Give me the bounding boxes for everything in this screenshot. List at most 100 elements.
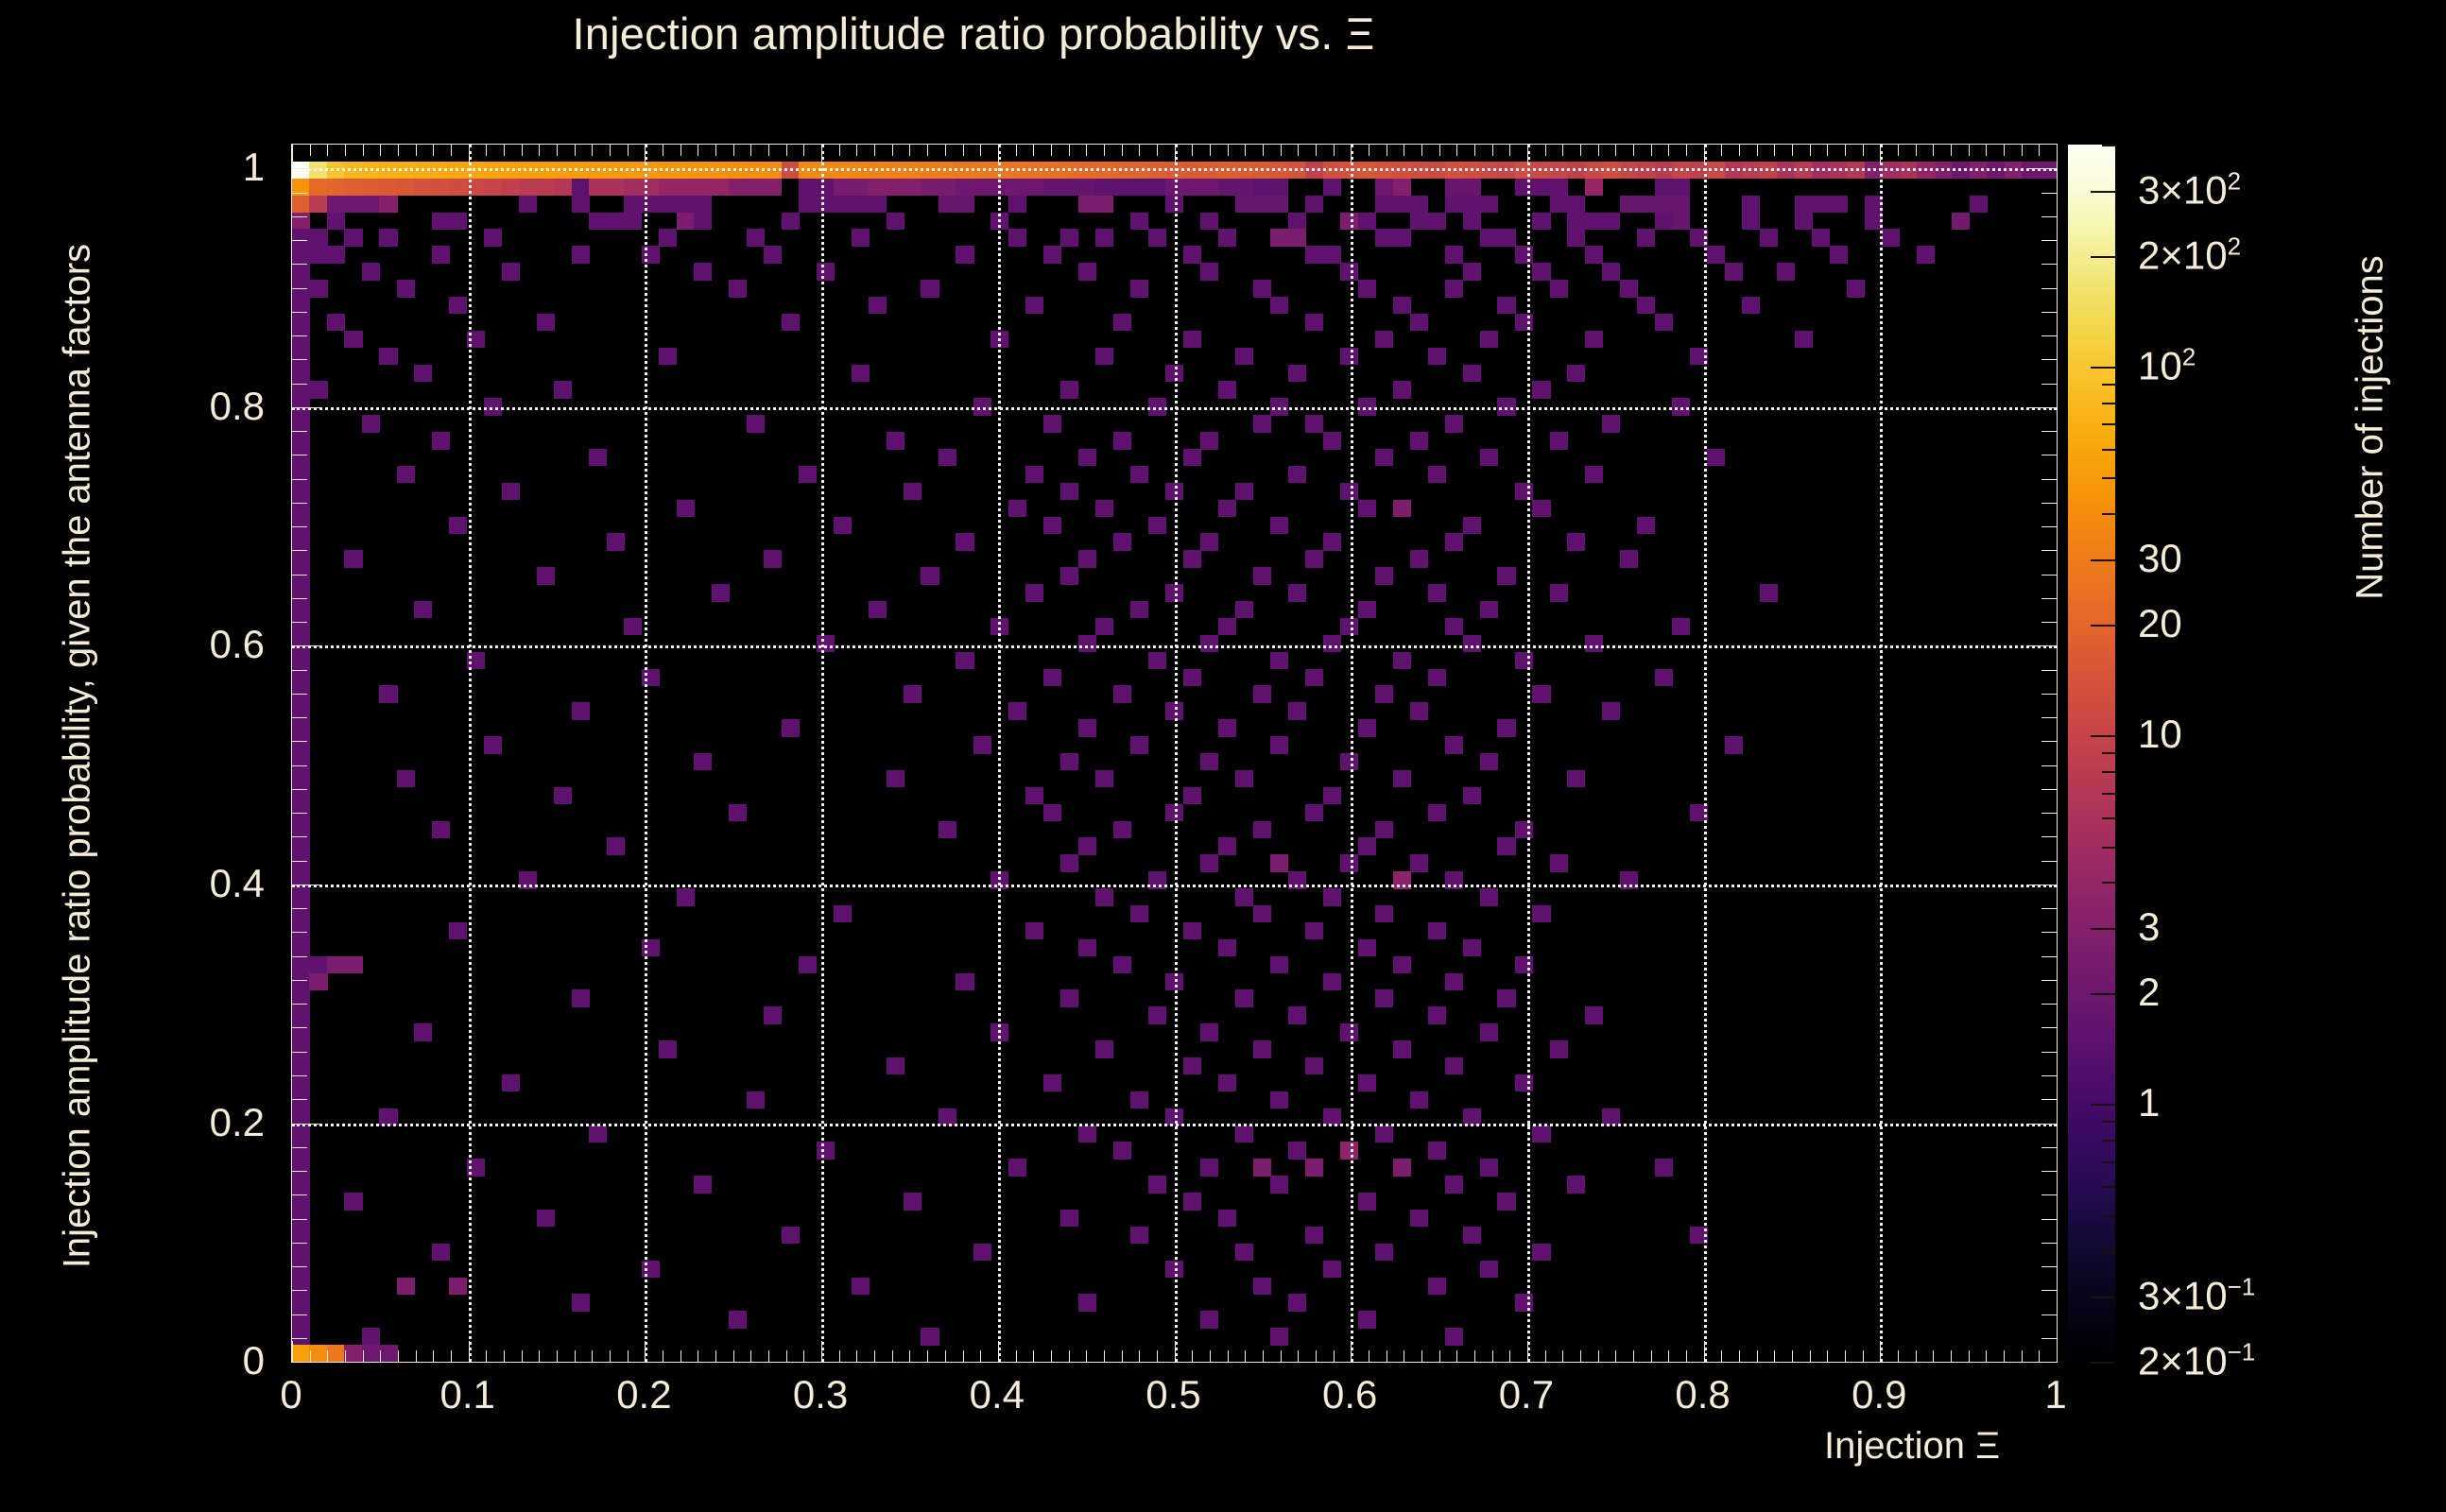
- heatmap-bin: [1305, 1226, 1324, 1245]
- x-tick: [1139, 1350, 1141, 1362]
- heatmap-bin: [1410, 212, 1429, 231]
- heatmap-bin: [1042, 1074, 1061, 1092]
- heatmap-bin: [1025, 178, 1044, 197]
- heatmap-bin: [1042, 516, 1061, 535]
- heatmap-bin: [1340, 1142, 1359, 1160]
- heatmap-bin: [1707, 246, 1726, 264]
- heatmap-bin: [1235, 178, 1254, 197]
- heatmap-bin: [781, 1226, 800, 1245]
- heatmap-bin: [1217, 381, 1236, 399]
- heatmap-bin: [1042, 803, 1061, 822]
- heatmap-bin: [1532, 381, 1551, 399]
- x-tick-top: [1473, 145, 1475, 156]
- heatmap-bin: [938, 1108, 957, 1126]
- heatmap-bin: [292, 820, 311, 839]
- y-tick-right: [2041, 574, 2057, 576]
- heatmap-bin: [1182, 330, 1201, 349]
- heatmap-bin: [1270, 1328, 1289, 1346]
- x-tick-top: [980, 145, 982, 156]
- heatmap-bin: [1077, 550, 1096, 568]
- x-tick-top: [750, 145, 752, 156]
- heatmap-bin: [1445, 736, 1464, 754]
- x-tick-top: [1491, 145, 1493, 156]
- heatmap-bin: [326, 313, 346, 332]
- heatmap-bin: [1549, 178, 1568, 197]
- heatmap-bin: [589, 449, 608, 467]
- heatmap-bin: [1340, 212, 1359, 231]
- gridline-vertical: [1880, 145, 1884, 1362]
- heatmap-bin: [1532, 212, 1551, 231]
- heatmap-bin: [956, 178, 974, 197]
- heatmap-bin: [1112, 955, 1131, 974]
- y-tick-right: [2041, 1027, 2057, 1029]
- heatmap-bin: [1217, 178, 1236, 197]
- x-tick-top: [1050, 145, 1052, 156]
- x-tick: [1809, 1350, 1811, 1362]
- colorbar-minor-tick: [2102, 751, 2115, 754]
- heatmap-bin: [1672, 398, 1691, 416]
- heatmap-bin: [799, 195, 818, 214]
- heatmap-bin: [1200, 854, 1219, 872]
- heatmap-bin: [1130, 280, 1149, 298]
- heatmap-bin: [292, 178, 311, 197]
- heatmap-bin: [1637, 516, 1656, 535]
- heatmap-bin: [1392, 769, 1411, 788]
- colorbar-minor-tick: [2102, 882, 2115, 885]
- heatmap-bin: [344, 178, 363, 197]
- heatmap-bin: [1567, 1176, 1586, 1194]
- heatmap-bin: [764, 1006, 783, 1024]
- heatmap-bin: [921, 178, 939, 197]
- x-tick: [627, 1350, 629, 1362]
- heatmap-bin: [1392, 651, 1411, 670]
- x-tick: [362, 1350, 364, 1362]
- x-tick-top: [1968, 145, 1970, 156]
- heatmap-bin: [1794, 195, 1813, 214]
- colorbar-minor-tick: [2102, 1104, 2115, 1107]
- heatmap-bin: [764, 550, 783, 568]
- heatmap-bin: [746, 1091, 765, 1109]
- x-tick-top: [2021, 145, 2023, 156]
- heatmap-bin: [729, 178, 748, 197]
- heatmap-bin: [501, 178, 520, 197]
- y-tick-right: [2041, 1146, 2057, 1148]
- heatmap-bin: [694, 178, 713, 197]
- heatmap-bin: [1235, 989, 1254, 1007]
- heatmap-bin: [309, 229, 328, 247]
- y-tick: [292, 478, 307, 480]
- heatmap-bin: [292, 229, 311, 247]
- x-tick-top: [1156, 145, 1158, 156]
- colorbar-minor-tick: [2102, 145, 2115, 146]
- heatmap-bin: [361, 1345, 381, 1362]
- x-tick: [1756, 1350, 1758, 1362]
- heatmap-bin: [1287, 1294, 1306, 1312]
- y-tick: [292, 1004, 307, 1005]
- y-tick: [292, 383, 307, 385]
- gridline-horizontal: [292, 168, 2057, 172]
- heatmap-bin: [973, 398, 991, 416]
- heatmap-bin: [1200, 178, 1219, 197]
- y-tick: [292, 693, 307, 695]
- y-tick-right: [2041, 287, 2057, 289]
- heatmap-bin: [1375, 820, 1394, 839]
- heatmap-bin: [729, 803, 748, 822]
- heatmap-bin: [1287, 702, 1306, 720]
- heatmap-bin: [484, 178, 503, 197]
- heatmap-bin: [1410, 1210, 1429, 1228]
- heatmap-bin: [309, 246, 328, 264]
- heatmap-bin: [292, 364, 311, 383]
- x-tick-top: [768, 145, 770, 156]
- heatmap-bin: [1270, 178, 1289, 197]
- heatmap-bin: [1147, 229, 1166, 247]
- heatmap-bin: [1322, 972, 1341, 991]
- heatmap-bin: [711, 178, 730, 197]
- heatmap-bin: [1042, 415, 1061, 433]
- x-tick-top: [557, 145, 559, 156]
- heatmap-bin: [1375, 195, 1394, 214]
- heatmap-bin: [326, 1345, 346, 1362]
- heatmap-bin: [1445, 1057, 1464, 1075]
- heatmap-bin: [1270, 398, 1289, 416]
- heatmap-bin: [292, 567, 311, 585]
- heatmap-bin: [292, 347, 311, 366]
- heatmap-bin: [1217, 1074, 1236, 1092]
- heatmap-bin: [1427, 1277, 1446, 1296]
